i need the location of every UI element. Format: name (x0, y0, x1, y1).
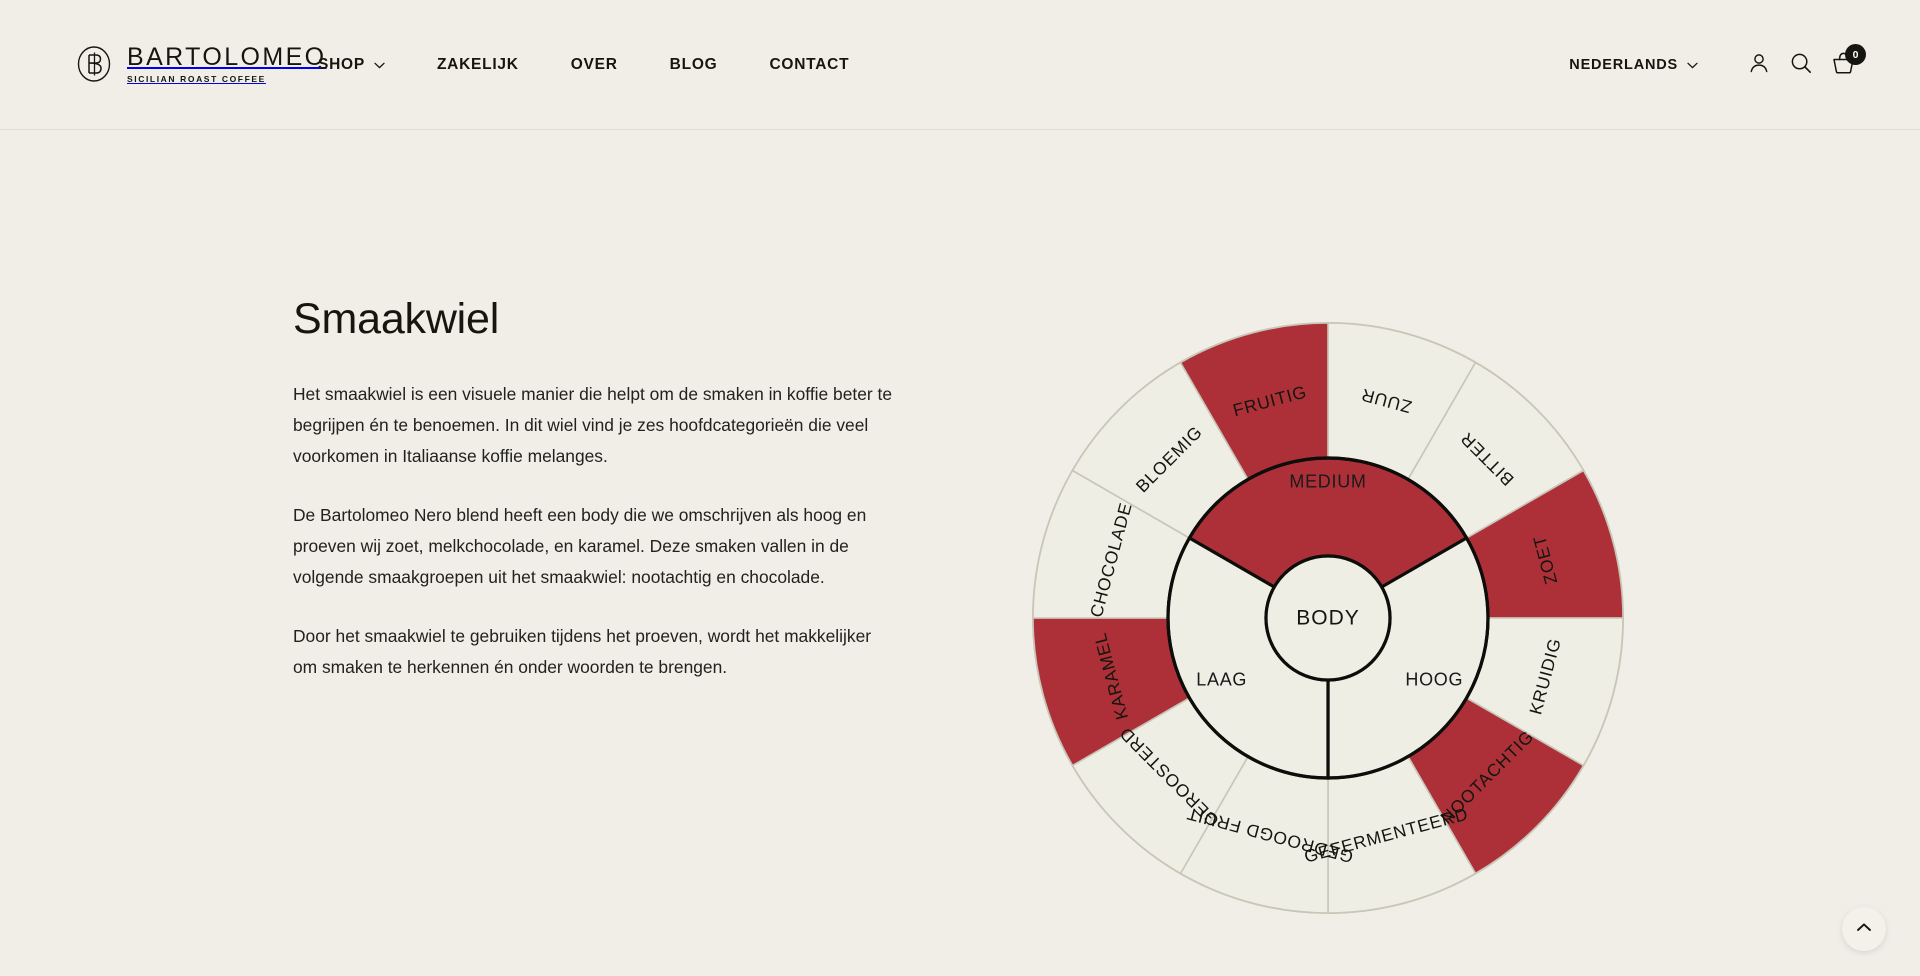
brand-name: BARTOLOMEO (127, 42, 327, 71)
flavour-ring-group (1032, 322, 1624, 914)
body-ring-group (1166, 456, 1490, 780)
nav-item-shop[interactable]: SHOP (318, 56, 411, 74)
account-button[interactable] (1738, 44, 1780, 86)
nav-item-contact[interactable]: CONTACT (743, 56, 875, 74)
body-segment-label: LAAG (1196, 669, 1247, 689)
language-selector-label: NEDERLANDS (1569, 57, 1678, 73)
chevron-up-icon (1856, 920, 1872, 938)
user-icon (1747, 51, 1771, 80)
site-header: BARTOLOMEO SICILIAN ROAST COFFEE SHOP ZA… (0, 0, 1920, 130)
page-content: Smaakwiel Het smaakwiel is een visuele m… (0, 130, 1920, 976)
cart-button[interactable]: 0 (1822, 44, 1866, 86)
language-selector[interactable]: NEDERLANDS (1569, 57, 1698, 73)
bartolomeo-monogram-icon (74, 44, 114, 84)
nav-label-contact: CONTACT (769, 56, 850, 73)
wheel-center-label: BODY (1296, 607, 1360, 630)
search-button[interactable] (1780, 44, 1822, 86)
flavour-wheel-svg: ZUURBITTERZOETKRUIDIGNOOTACHTIGGEFERMENT… (1032, 322, 1624, 914)
intro-paragraph-1: Het smaakwiel is een visuele manier die … (293, 384, 892, 466)
body-segment-label: MEDIUM (1289, 472, 1366, 492)
nav-label-shop: SHOP (318, 56, 365, 73)
flavour-wheel-chart: ZUUR BITTER ZOET KRUIDIG NOOTACHTIG GEFERMENT… (968, 258, 1688, 976)
intro-paragraph-2: De Bartolomeo Nero blend heeft een body … (293, 504, 867, 587)
nav-label-over: OVER (570, 56, 618, 73)
intro-paragraph-3: Door het smaakwiel te gebruiken tijdens … (293, 625, 872, 677)
nav-item-blog[interactable]: BLOG (644, 56, 744, 74)
scroll-to-top-button[interactable] (1842, 907, 1886, 951)
page-title: Smaakwiel (293, 295, 500, 343)
body-ring-outline (1166, 456, 1490, 780)
nav-label-blog: BLOG (669, 56, 718, 73)
body-segment-label: HOOG (1405, 669, 1463, 689)
header-utilities: NEDERLANDS (1569, 0, 1866, 130)
nav-item-over[interactable]: OVER (545, 56, 644, 74)
nav-item-zakelijk[interactable]: ZAKELIJK (411, 56, 545, 74)
nav-label-zakelijk: ZAKELIJK (436, 56, 519, 73)
brand-logo[interactable]: BARTOLOMEO SICILIAN ROAST COFFEE (74, 44, 327, 84)
cart-count-badge: 0 (1845, 44, 1866, 65)
intro-text-column: Smaakwiel Het smaakwiel is een visuele m… (293, 295, 893, 683)
chevron-down-icon (374, 56, 385, 74)
main-navigation: SHOP ZAKELIJK OVER BLOG CONTACT (318, 0, 875, 130)
search-icon (1789, 51, 1813, 80)
chevron-down-icon (1687, 57, 1698, 73)
body-hub (1264, 554, 1392, 682)
brand-tagline: SICILIAN ROAST COFFEE (127, 73, 266, 84)
